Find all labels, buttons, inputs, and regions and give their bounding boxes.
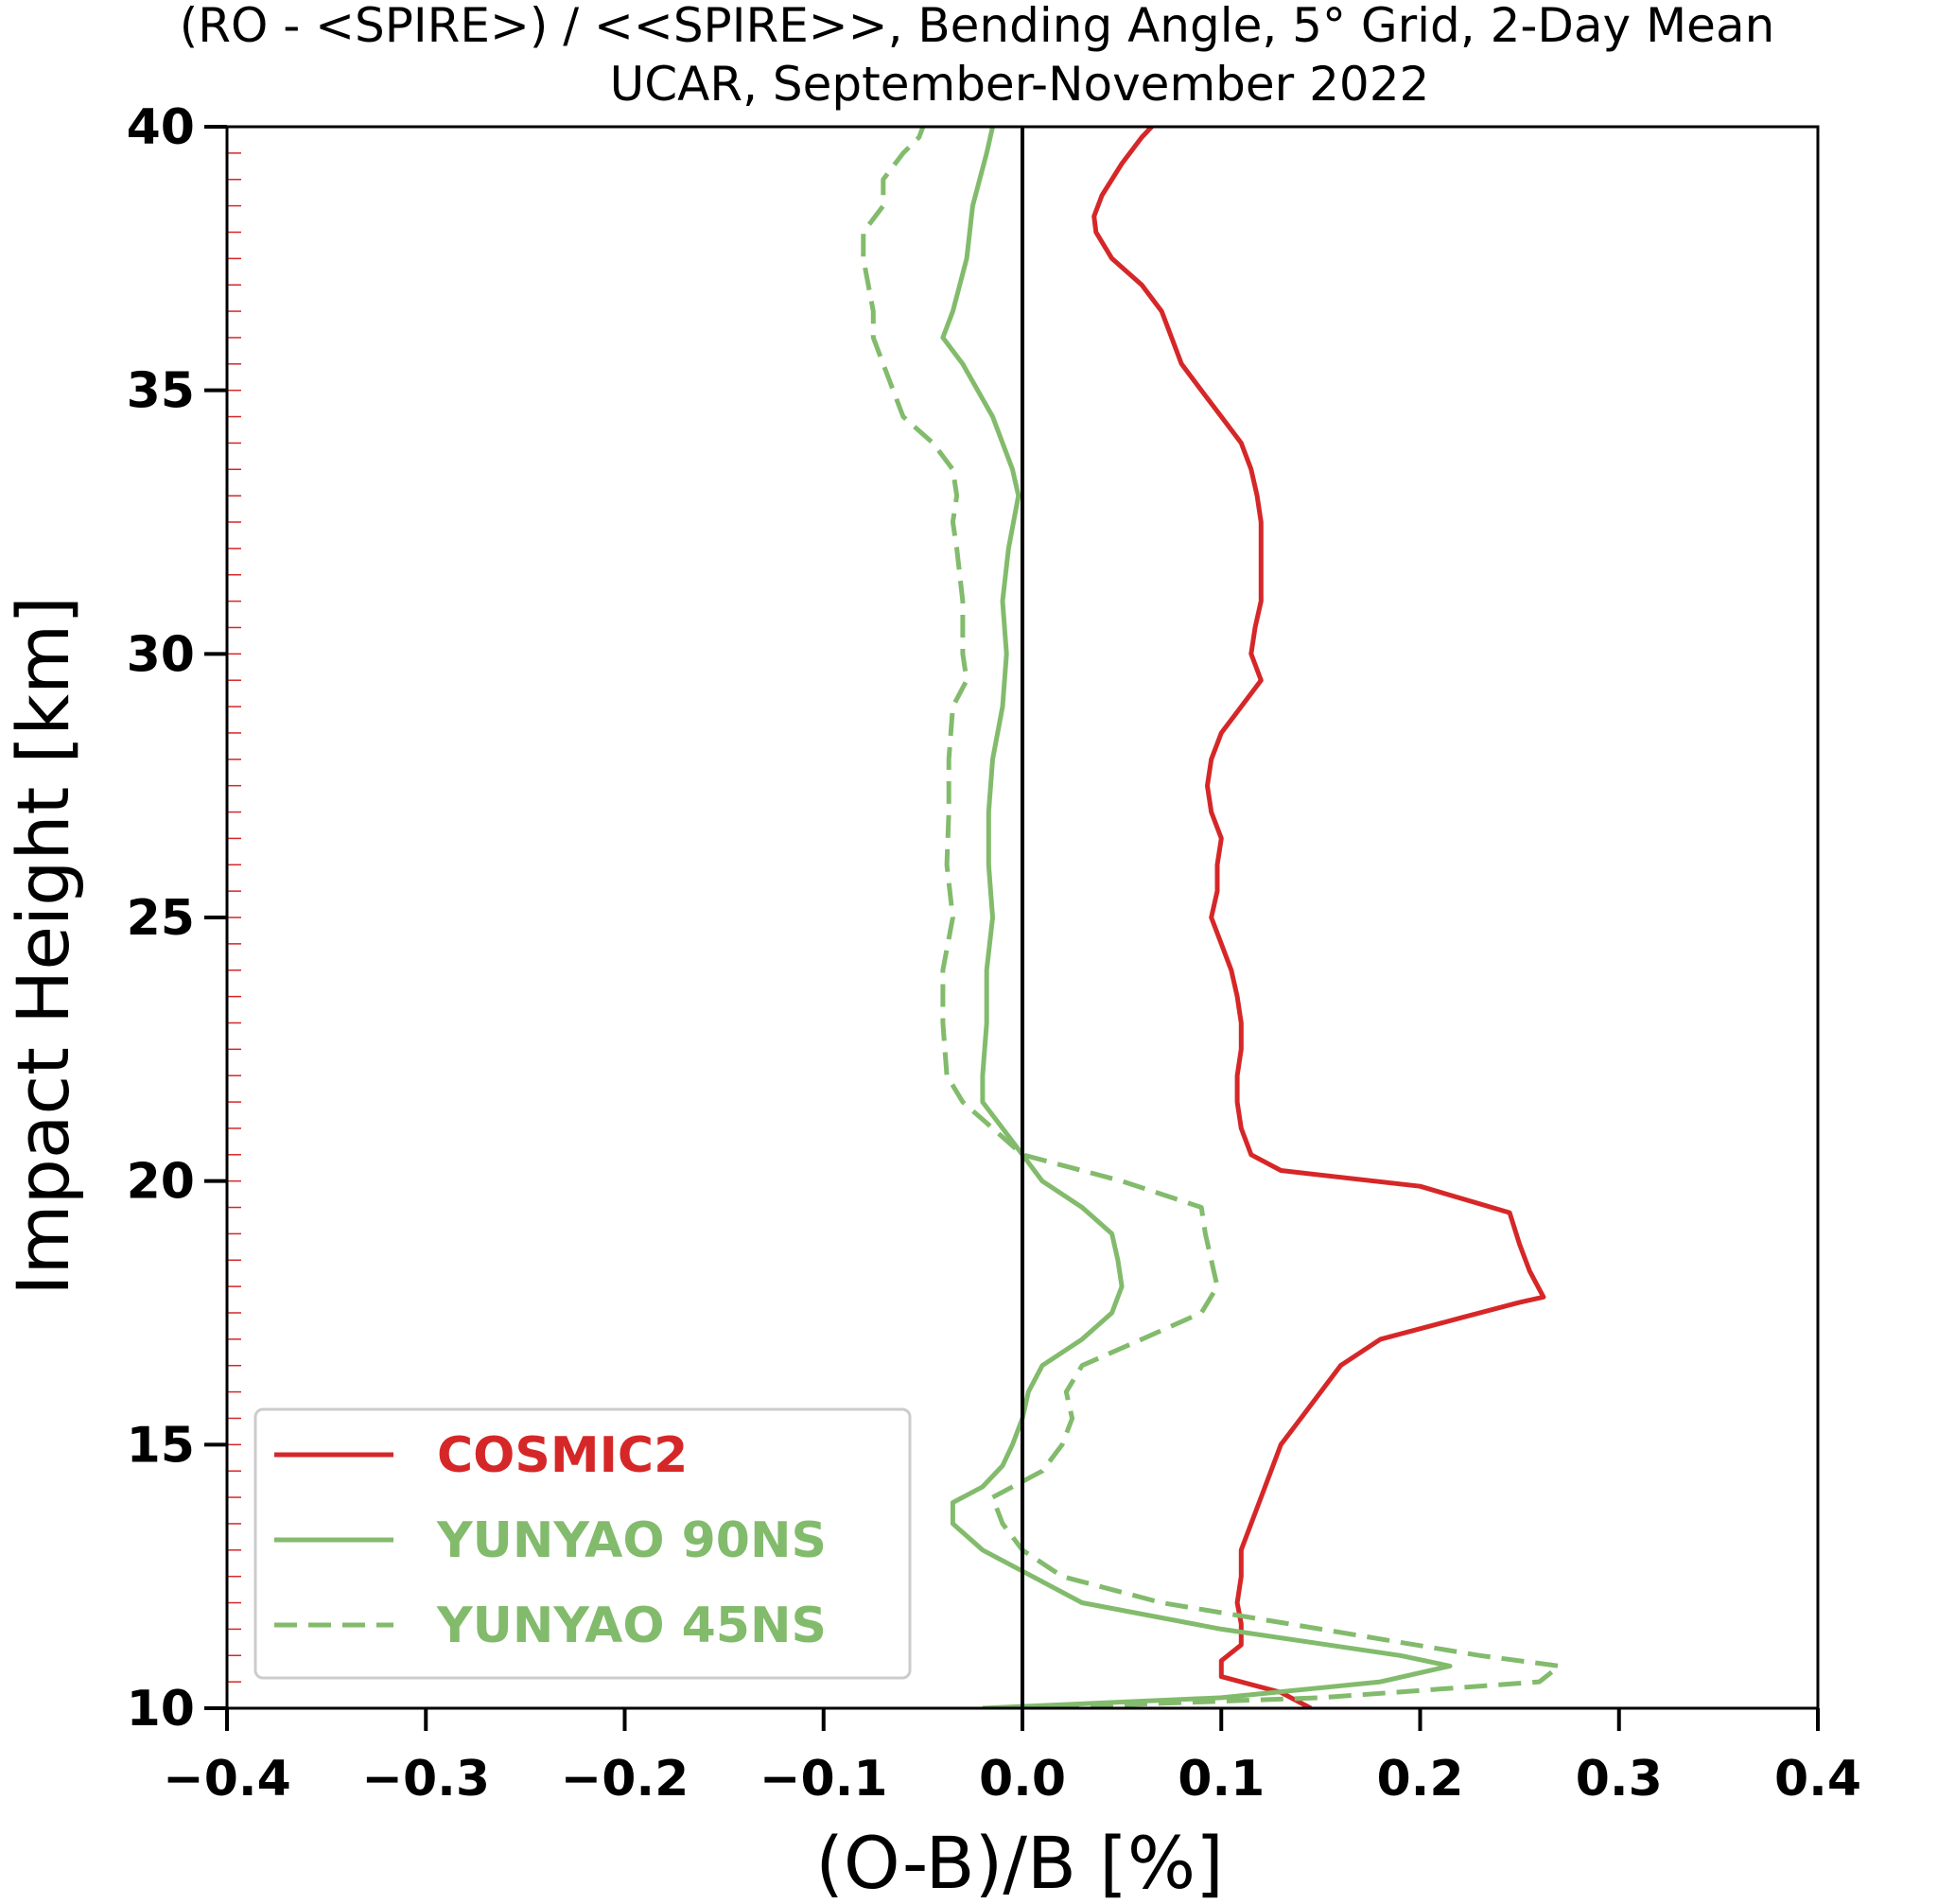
x-tick-label: 0.2	[1376, 1751, 1463, 1808]
y-tick-label: 15	[127, 1417, 195, 1474]
series-line-yunyao-90ns	[940, 127, 1453, 1708]
x-tick-label: −0.3	[361, 1751, 490, 1808]
x-tick-label: 0.3	[1576, 1751, 1663, 1808]
y-tick-label: 20	[127, 1154, 195, 1211]
series-line-cosmic2	[1091, 127, 1546, 1708]
chart-subtitle: UCAR, September-November 2022	[610, 57, 1430, 112]
legend-label: YUNYAO 90NS	[436, 1512, 827, 1569]
x-tick-label: −0.4	[163, 1751, 291, 1808]
legend-label: COSMIC2	[437, 1427, 688, 1484]
x-axis-label: (O-B)/B [%]	[815, 1821, 1224, 1904]
y-tick-label: 30	[127, 626, 195, 683]
chart-title: (RO - <SPIRE>) / <<SPIRE>>, Bending Angl…	[180, 0, 1775, 53]
x-axis-ticks: −0.4 −0.3 −0.2 −0.1 0.0 0.1 0.2 0.3 0.4	[163, 1708, 1861, 1808]
series-layer	[861, 127, 1562, 1708]
x-tick-label: 0.0	[979, 1751, 1066, 1808]
y-tick-label: 35	[127, 363, 195, 420]
x-tick-label: −0.2	[561, 1751, 689, 1808]
y-axis-ticks: 10 15 20 25 30 35 40	[127, 99, 227, 1738]
legend: COSMIC2 YUNYAO 90NS YUNYAO 45NS	[253, 1407, 912, 1680]
series-line-yunyao-45ns	[861, 127, 1562, 1708]
x-tick-label: 0.4	[1774, 1751, 1861, 1808]
x-tick-label: 0.1	[1178, 1751, 1265, 1808]
legend-box	[253, 1407, 912, 1680]
y-tick-label: 25	[127, 890, 195, 947]
x-tick-label: −0.1	[759, 1751, 888, 1808]
y-minor-ticks	[227, 126, 241, 1709]
y-tick-label: 40	[127, 99, 195, 156]
y-axis-label: Impact Height [km]	[1, 596, 85, 1296]
y-tick-label: 10	[127, 1681, 195, 1738]
legend-label: YUNYAO 45NS	[436, 1598, 827, 1654]
